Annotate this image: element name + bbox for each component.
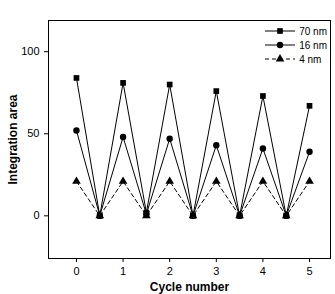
svg-text:5: 5 bbox=[306, 265, 312, 277]
svg-text:3: 3 bbox=[213, 265, 219, 277]
svg-text:Cycle number: Cycle number bbox=[150, 280, 230, 294]
html-text:70 nm: 70 nm bbox=[299, 25, 327, 37]
svg-text:100: 100 bbox=[21, 45, 39, 57]
svg-text:0: 0 bbox=[73, 265, 79, 277]
svg-text:1: 1 bbox=[120, 265, 126, 277]
svg-text:2: 2 bbox=[167, 265, 173, 277]
svg-text:0: 0 bbox=[33, 209, 39, 221]
svg-text:Integration area: Integration area bbox=[6, 94, 20, 184]
html-text:16 nm: 16 nm bbox=[299, 39, 327, 51]
svg-text:50: 50 bbox=[27, 127, 39, 139]
svg-text:4: 4 bbox=[260, 265, 266, 277]
html-text:4 nm: 4 nm bbox=[299, 53, 322, 65]
